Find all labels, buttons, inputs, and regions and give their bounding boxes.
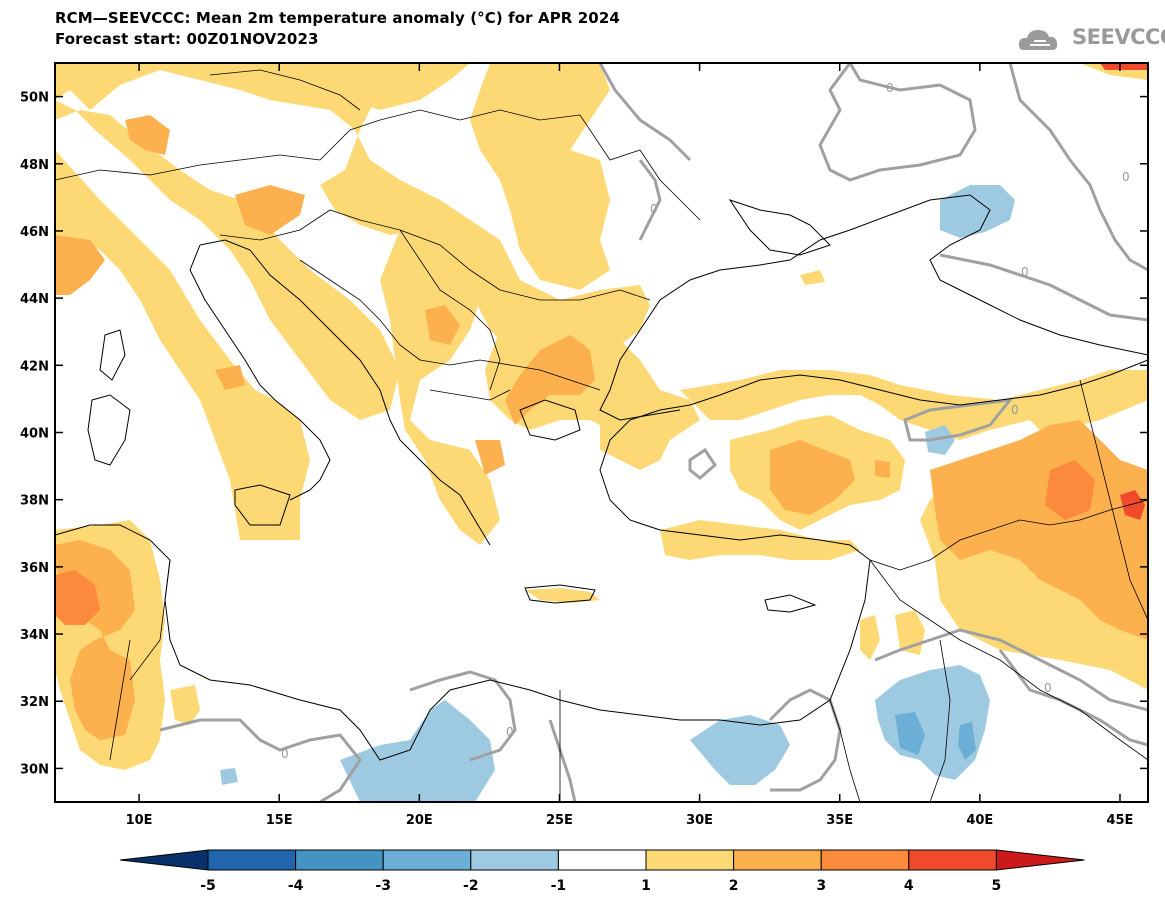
colorbar-label: 1 [641, 878, 651, 894]
colorbar-box [645, 849, 735, 871]
contour-label: 0 [650, 202, 658, 216]
lat-tick-label: 46N [20, 225, 49, 240]
colorbar-box [295, 849, 384, 871]
colorbar-label: 3 [816, 878, 826, 894]
contour-label: 0 [506, 725, 514, 739]
colorbar-label: 4 [904, 878, 914, 894]
forecast-start-subtitle: Forecast start: 00Z01NOV2023 [55, 30, 319, 48]
lat-tick-label: 30N [20, 762, 49, 777]
colorbar-label: -4 [288, 878, 304, 894]
seevccc-logo: SEEVCCC [1016, 20, 1165, 60]
lon-tick-label: 35E [826, 813, 853, 828]
lon-tick-label: 25E [546, 813, 573, 828]
colorbar-label: 2 [729, 878, 739, 894]
anomaly-3-4-regions [55, 460, 1095, 625]
cloud-icon [1018, 30, 1058, 50]
longitude-axis: 10E 15E 20E 25E 30E 35E 40E 45E [126, 63, 1133, 828]
contour-label: 0 [886, 81, 894, 95]
lat-tick-label: 36N [20, 561, 49, 576]
colorbar-label: -3 [375, 878, 391, 894]
contour-label: 0 [1044, 681, 1052, 695]
lat-tick-label: 34N [20, 628, 49, 643]
contour-label: 0 [281, 747, 289, 761]
colorbar-box [733, 849, 822, 871]
colorbar-label: -5 [200, 878, 216, 894]
lat-tick-label: 44N [20, 292, 49, 307]
latitude-axis: 30N 32N 34N 36N 38N 40N 42N 44N 46N 48N 50N [20, 91, 1148, 777]
lon-tick-label: 10E [126, 813, 153, 828]
country-borders [55, 69, 1148, 802]
colorbar-label: 5 [992, 878, 1002, 894]
map-title: RCM—SEEVCCC: Mean 2m temperature anomaly… [55, 9, 620, 27]
logo-text: SEEVCCC [1072, 25, 1165, 49]
lat-tick-label: 38N [20, 494, 49, 509]
anomaly-shading [55, 63, 1148, 802]
lon-tick-label: 40E [966, 813, 993, 828]
lat-tick-label: 48N [20, 158, 49, 173]
lat-tick-label: 40N [20, 427, 49, 442]
colorbar-box [207, 849, 297, 871]
lon-tick-label: 45E [1106, 813, 1133, 828]
colorbar-label: -2 [463, 878, 479, 894]
colorbar-box [820, 849, 910, 871]
colorbar-box [908, 849, 997, 871]
colorbar: -5 -4 -3 -2 -1 1 2 3 4 5 [119, 849, 1085, 894]
lat-tick-label: 50N [20, 91, 49, 106]
contour-label: 0 [1122, 170, 1130, 184]
lat-tick-label: 42N [20, 359, 49, 374]
contour-label: 0 [1011, 403, 1019, 417]
lon-tick-label: 20E [406, 813, 433, 828]
colorbar-box [557, 849, 647, 871]
colorbar-box [470, 849, 559, 871]
colorbar-label: -1 [551, 878, 567, 894]
lat-tick-label: 32N [20, 695, 49, 710]
coastlines [55, 194, 1148, 761]
colorbar-max-triangle [995, 849, 1085, 871]
anomaly-4-5-regions [1100, 63, 1148, 520]
colorbar-min-triangle [119, 849, 209, 871]
anomaly-minus2-minus3-regions [895, 712, 976, 760]
contour-label: 0 [1021, 265, 1029, 279]
lon-tick-label: 15E [266, 813, 293, 828]
colorbar-box [382, 849, 472, 871]
contour-labels: 0 0 0 0 0 0 0 0 [281, 81, 1130, 761]
lon-tick-label: 30E [686, 813, 713, 828]
